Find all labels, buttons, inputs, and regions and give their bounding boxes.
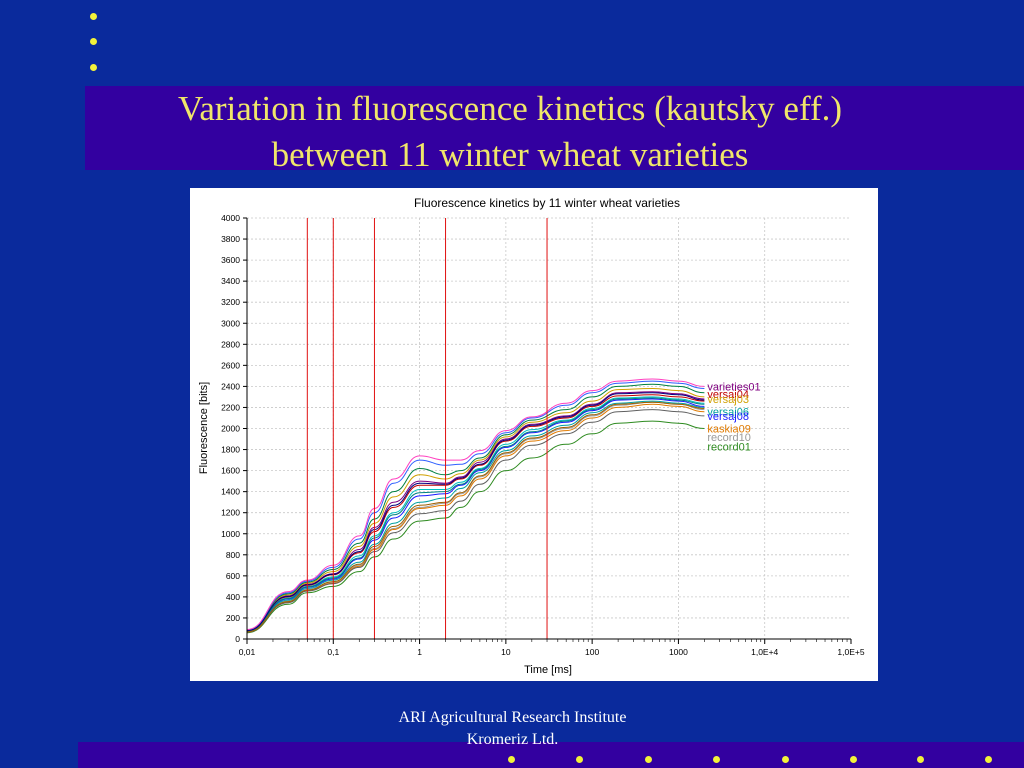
footer: ARI Agricultural Research Institute Krom… bbox=[300, 707, 725, 751]
y-tick-label: 1600 bbox=[221, 466, 240, 476]
y-tick-label: 2000 bbox=[221, 424, 240, 434]
footer-line1: ARI Agricultural Research Institute bbox=[398, 709, 627, 726]
y-tick-label: 200 bbox=[226, 613, 240, 623]
y-tick-label: 1400 bbox=[221, 487, 240, 497]
bullet-dot bbox=[90, 38, 97, 45]
series-end-label: varieties01 bbox=[707, 381, 760, 393]
bullet-dot bbox=[713, 756, 720, 763]
y-tick-label: 1200 bbox=[221, 508, 240, 518]
bullet-dot bbox=[850, 756, 857, 763]
y-tick-label: 2600 bbox=[221, 360, 240, 370]
bullet-dot bbox=[508, 756, 515, 763]
series-line bbox=[246, 383, 705, 631]
series-line bbox=[246, 387, 705, 631]
y-tick-label: 2800 bbox=[221, 339, 240, 349]
slide-title: Variation in fluorescence kinetics (kaut… bbox=[85, 86, 935, 178]
y-tick-label: 3400 bbox=[221, 276, 240, 286]
y-tick-label: 3000 bbox=[221, 318, 240, 328]
y-tick-label: 1800 bbox=[221, 445, 240, 455]
series-line bbox=[246, 409, 705, 633]
x-tick-label: 1,0E+4 bbox=[751, 647, 778, 657]
series-end-label: record10 bbox=[707, 432, 750, 444]
y-tick-label: 400 bbox=[226, 592, 240, 602]
y-axis-label: Fluorescence [bits] bbox=[198, 382, 210, 474]
bullet-dot bbox=[985, 756, 992, 763]
series-line bbox=[246, 380, 705, 631]
x-tick-label: 1000 bbox=[669, 647, 688, 657]
bullet-dot bbox=[917, 756, 924, 763]
y-tick-label: 3800 bbox=[221, 234, 240, 244]
x-tick-label: 1,0E+5 bbox=[837, 647, 864, 657]
x-tick-label: 100 bbox=[585, 647, 599, 657]
bullet-dot bbox=[645, 756, 652, 763]
series-layer bbox=[246, 378, 705, 634]
series-end-label: kaskia09 bbox=[707, 424, 750, 436]
series-end-label: record01 bbox=[707, 441, 750, 453]
y-tick-label: 3600 bbox=[221, 255, 240, 265]
y-tick-label: 3200 bbox=[221, 297, 240, 307]
bullet-dot bbox=[782, 756, 789, 763]
x-tick-label: 10 bbox=[501, 647, 511, 657]
series-end-label: versaj03 bbox=[707, 394, 749, 406]
chart-title: Fluorescence kinetics by 11 winter wheat… bbox=[414, 196, 680, 210]
axis-layer: 0 200 400 600 800 1000 1200 1400 1600 1800 2000 220… bbox=[221, 213, 865, 657]
series-end-label: versaj04 bbox=[707, 389, 749, 401]
series-end-label: versaj08 bbox=[707, 411, 749, 423]
chart-panel: Fluorescence kinetics by 11 winter wheat… bbox=[190, 188, 878, 681]
x-axis-label: Time [ms] bbox=[524, 664, 572, 676]
series-line bbox=[246, 397, 705, 632]
footer-line2: Kromeriz Ltd. bbox=[466, 731, 559, 748]
bullet-dot bbox=[90, 13, 97, 20]
bullet-dot bbox=[90, 64, 97, 71]
y-tick-label: 1000 bbox=[221, 529, 240, 539]
marker-layer bbox=[306, 218, 548, 639]
fluorescence-chart: Fluorescence kinetics by 11 winter wheat… bbox=[198, 196, 865, 676]
x-tick-label: 1 bbox=[417, 647, 422, 657]
series-line bbox=[246, 403, 705, 633]
slide-title-line2: between 11 winter wheat varieties bbox=[271, 135, 749, 174]
series-line bbox=[246, 420, 705, 634]
y-tick-label: 4000 bbox=[221, 213, 240, 223]
title-band bbox=[85, 86, 1024, 170]
y-tick-label: 0 bbox=[235, 634, 240, 644]
x-tick-label: 0,01 bbox=[239, 647, 256, 657]
y-tick-label: 600 bbox=[226, 571, 240, 581]
series-line bbox=[246, 396, 705, 632]
y-tick-label: 2200 bbox=[221, 402, 240, 412]
series-end-label: versaj06 bbox=[707, 407, 749, 419]
bullet-dot bbox=[576, 756, 583, 763]
grid-layer bbox=[246, 217, 851, 640]
x-tick-label: 0,1 bbox=[327, 647, 339, 657]
slide-title-line1: Variation in fluorescence kinetics (kaut… bbox=[177, 89, 843, 128]
footer-band bbox=[78, 742, 1024, 768]
end-label-layer: varieties01versaj04versaj03versaj06versa… bbox=[707, 381, 760, 453]
y-tick-label: 800 bbox=[226, 550, 240, 560]
series-line bbox=[246, 391, 705, 632]
series-line bbox=[246, 401, 705, 633]
y-tick-label: 2400 bbox=[221, 381, 240, 391]
